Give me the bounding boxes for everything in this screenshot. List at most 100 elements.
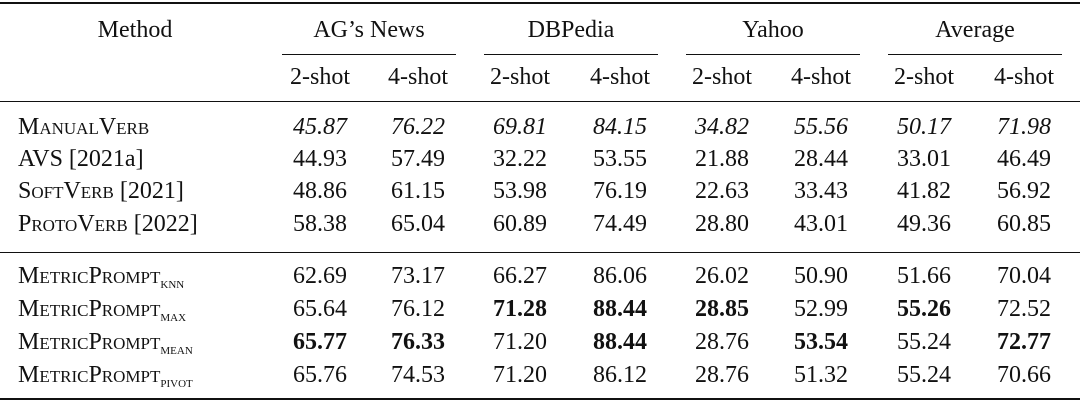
method-cell: ManualVerb <box>18 113 149 141</box>
method-name: MetricPrompt <box>18 329 161 355</box>
value-cell: 41.82 <box>897 178 951 204</box>
shot-header: 4-shot <box>590 64 650 90</box>
method-cell: MetricPromptpivot <box>18 361 193 397</box>
value-cell: 50.90 <box>794 263 848 289</box>
method-subscript: mean <box>160 342 193 358</box>
value-cell: 58.38 <box>293 211 347 237</box>
value-cell: 34.82 <box>695 114 749 140</box>
value-cell: 32.22 <box>493 146 547 172</box>
value-cell: 45.87 <box>293 114 347 140</box>
value-cell: 60.85 <box>997 211 1051 237</box>
shot-header: 4-shot <box>994 64 1054 90</box>
value-cell: 51.32 <box>794 362 848 388</box>
group-header-dbpedia: DBPedia <box>527 17 615 43</box>
value-cell: 53.98 <box>493 178 547 204</box>
group-header-average: Average <box>935 17 1015 43</box>
value-cell: 71.20 <box>493 329 547 355</box>
value-cell: 65.64 <box>293 296 347 322</box>
value-cell: 28.85 <box>695 296 749 322</box>
group-header-agnews: AG’s News <box>313 17 425 43</box>
value-cell: 53.54 <box>794 329 848 355</box>
method-header: Method <box>97 17 173 43</box>
bottom-rule <box>0 398 1080 400</box>
value-cell: 86.06 <box>593 263 647 289</box>
value-cell: 28.44 <box>794 146 848 172</box>
value-cell: 43.01 <box>794 211 848 237</box>
value-cell: 62.69 <box>293 263 347 289</box>
value-cell: 86.12 <box>593 362 647 388</box>
value-cell: 76.12 <box>391 296 445 322</box>
method-cell: ProtoVerb [2022] <box>18 210 198 238</box>
value-cell: 65.77 <box>293 329 347 355</box>
value-cell: 21.88 <box>695 146 749 172</box>
value-cell: 56.92 <box>997 178 1051 204</box>
group-rule-average <box>888 54 1062 55</box>
shot-header: 2-shot <box>290 64 350 90</box>
method-subscript: pivot <box>160 375 193 391</box>
top-rule <box>0 2 1080 4</box>
value-cell: 46.49 <box>997 146 1051 172</box>
method-name: ManualVerb <box>18 114 150 140</box>
section-rule <box>0 252 1080 253</box>
value-cell: 61.15 <box>391 178 445 204</box>
value-cell: 88.44 <box>593 296 647 322</box>
method-cell: MetricPromptmax <box>18 295 186 331</box>
shot-header: 2-shot <box>692 64 752 90</box>
value-cell: 22.63 <box>695 178 749 204</box>
method-name: ProtoVerb <box>18 211 128 237</box>
shot-header: 2-shot <box>490 64 550 90</box>
value-cell: 76.33 <box>391 329 445 355</box>
group-rule-dbpedia <box>484 54 658 55</box>
value-cell: 70.04 <box>997 263 1051 289</box>
value-cell: 33.01 <box>897 146 951 172</box>
group-rule-agnews <box>282 54 456 55</box>
method-citation: [2021] <box>113 178 184 204</box>
shot-header: 4-shot <box>388 64 448 90</box>
value-cell: 72.77 <box>997 329 1051 355</box>
value-cell: 28.76 <box>695 362 749 388</box>
value-cell: 33.43 <box>794 178 848 204</box>
value-cell: 55.24 <box>897 329 951 355</box>
value-cell: 57.49 <box>391 146 445 172</box>
method-cell: MetricPromptknn <box>18 262 184 298</box>
value-cell: 26.02 <box>695 263 749 289</box>
method-cell: MetricPromptmean <box>18 328 193 364</box>
method-citation: [2021a] <box>62 146 144 172</box>
value-cell: 73.17 <box>391 263 445 289</box>
value-cell: 48.86 <box>293 178 347 204</box>
method-subscript: max <box>160 309 187 325</box>
value-cell: 51.66 <box>897 263 951 289</box>
method-name: MetricPrompt <box>18 362 161 388</box>
group-rule-yahoo <box>686 54 860 55</box>
value-cell: 76.22 <box>391 114 445 140</box>
value-cell: 69.81 <box>493 114 547 140</box>
value-cell: 71.20 <box>493 362 547 388</box>
value-cell: 52.99 <box>794 296 848 322</box>
value-cell: 72.52 <box>997 296 1051 322</box>
shot-header: 2-shot <box>894 64 954 90</box>
value-cell: 71.28 <box>493 296 547 322</box>
method-subscript: knn <box>160 276 185 292</box>
value-cell: 50.17 <box>897 114 951 140</box>
value-cell: 55.24 <box>897 362 951 388</box>
value-cell: 28.76 <box>695 329 749 355</box>
value-cell: 28.80 <box>695 211 749 237</box>
header-rule <box>0 101 1080 102</box>
value-cell: 74.53 <box>391 362 445 388</box>
value-cell: 55.26 <box>897 296 951 322</box>
value-cell: 55.56 <box>794 114 848 140</box>
value-cell: 76.19 <box>593 178 647 204</box>
method-cell: AVS [2021a] <box>18 145 144 173</box>
value-cell: 84.15 <box>593 114 647 140</box>
value-cell: 53.55 <box>593 146 647 172</box>
group-header-yahoo: Yahoo <box>742 17 804 43</box>
value-cell: 65.76 <box>293 362 347 388</box>
method-name: SoftVerb <box>18 178 114 204</box>
method-name: AVS <box>18 146 63 172</box>
method-cell: SoftVerb [2021] <box>18 177 184 205</box>
method-name: MetricPrompt <box>18 263 161 289</box>
value-cell: 66.27 <box>493 263 547 289</box>
value-cell: 71.98 <box>997 114 1051 140</box>
method-citation: [2022] <box>127 211 198 237</box>
